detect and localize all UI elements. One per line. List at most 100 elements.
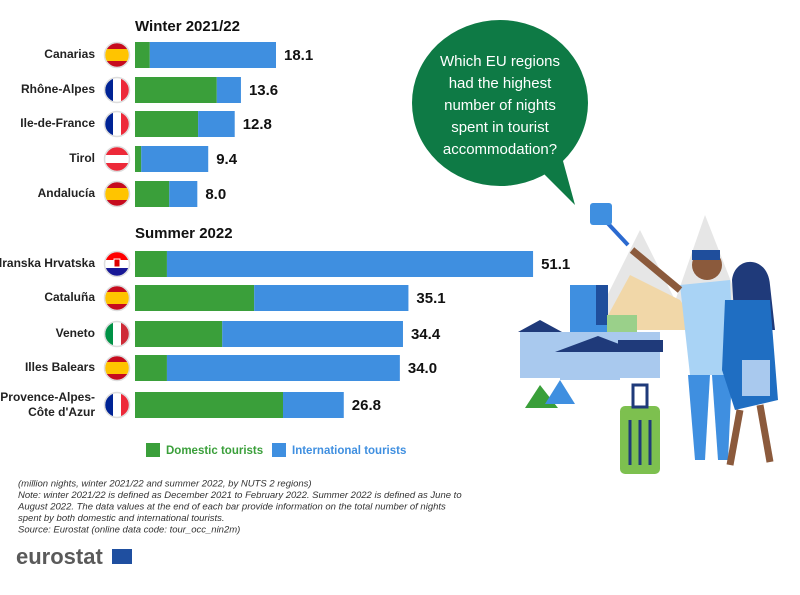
total-label: 8.0 <box>205 186 226 203</box>
category-label: Veneto <box>56 326 95 340</box>
note-line: spent by both domestic and international… <box>18 513 224 524</box>
total-label: 9.4 <box>216 151 238 168</box>
flag-emblem <box>113 258 121 268</box>
bar-segment <box>135 251 167 277</box>
bar-segment <box>169 181 198 207</box>
bar-segment <box>135 146 142 172</box>
flag-stripe <box>105 49 129 62</box>
bar-segment <box>254 285 409 311</box>
bar-segment <box>135 181 170 207</box>
bar-segment <box>166 251 534 277</box>
bar-segment <box>135 111 199 137</box>
flag-stripe <box>105 61 129 67</box>
note-line: Source: Eurostat (online data code: tour… <box>18 525 240 536</box>
flag-ring <box>103 76 131 104</box>
flag-stripe <box>121 78 129 102</box>
total-label: 34.4 <box>411 326 441 343</box>
flag <box>103 110 131 138</box>
flag-stripe <box>105 374 129 380</box>
flag <box>103 354 131 382</box>
flag-stripe <box>121 112 129 136</box>
logo-flag <box>112 549 132 564</box>
flag-stripe <box>105 292 129 305</box>
category-line: Provence-Alpes- <box>0 390 95 404</box>
note-line: (million nights, winter 2021/22 and summ… <box>18 479 312 490</box>
flag-stripe <box>113 112 122 136</box>
category-label: Rhône-Alpes <box>21 82 95 96</box>
flag <box>103 180 131 208</box>
flag-stripe <box>105 78 114 102</box>
flag-stripe <box>105 147 129 156</box>
flag-ring <box>103 391 131 419</box>
total-label: 34.0 <box>408 360 437 377</box>
flag-stripe <box>113 393 122 417</box>
speech-bubble <box>412 20 588 205</box>
total-label: 12.8 <box>243 116 272 133</box>
category-label: Cataluña <box>44 290 95 304</box>
flag-ring <box>103 180 131 208</box>
total-label: 51.1 <box>541 256 570 273</box>
flag-stripe <box>105 286 129 293</box>
category-label: Tirol <box>69 151 95 165</box>
bar-segment <box>135 321 223 347</box>
note-line: Note: winter 2021/22 is defined as Decem… <box>18 490 462 501</box>
flag-stripe <box>105 43 129 50</box>
legend-swatch <box>146 443 160 457</box>
panel-title: Summer 2022 <box>135 225 233 242</box>
panel-title: Winter 2021/22 <box>135 18 240 35</box>
flag-ring <box>103 41 131 69</box>
bar-segment <box>135 285 255 311</box>
legend-label: Domestic tourists <box>166 445 263 457</box>
bar-segment <box>198 111 235 137</box>
total-label: 35.1 <box>416 290 445 307</box>
flag-ring <box>103 145 131 173</box>
total-label: 18.1 <box>284 47 313 64</box>
flag <box>103 391 131 419</box>
bar-segment <box>135 392 284 418</box>
bubble-text: Which EU regions <box>440 53 560 70</box>
flag-stripe <box>121 393 129 417</box>
flag-stripe <box>105 200 129 206</box>
flag-ring <box>103 320 131 348</box>
flag <box>103 320 131 348</box>
total-label: 26.8 <box>352 397 381 414</box>
flag-stripe <box>113 78 122 102</box>
total-label: 13.6 <box>249 82 278 99</box>
flag-stripe <box>105 362 129 375</box>
legend-label: International tourists <box>292 445 406 457</box>
note-line: August 2022. The data values at the end … <box>17 502 446 513</box>
flag <box>103 145 131 173</box>
bar-segment <box>216 77 241 103</box>
bar-segment <box>166 355 400 381</box>
flag-stripe <box>105 252 129 261</box>
category-line: Côte d'Azur <box>28 405 95 419</box>
flag-stripe <box>105 356 129 363</box>
bubble-text: had the highest <box>449 75 552 92</box>
bubble-text: spent in tourist <box>451 119 549 136</box>
flag <box>103 250 131 278</box>
flag-stripe <box>105 322 114 346</box>
flag-ring <box>103 354 131 382</box>
category-label: Andalucía <box>38 186 96 200</box>
flag <box>103 76 131 104</box>
flag-ring <box>103 250 131 278</box>
bubble-text: accommodation? <box>443 141 557 158</box>
category-label: Ile-de-France <box>20 116 95 130</box>
bar-segment <box>135 77 217 103</box>
bar-segment <box>135 42 150 68</box>
bubble-text: number of nights <box>444 97 556 114</box>
flag-stripe <box>105 304 129 310</box>
bar-segment <box>135 355 167 381</box>
bar-segment <box>283 392 344 418</box>
category-label: Canarias <box>44 47 95 61</box>
flag-ring <box>103 110 131 138</box>
flag-stripe <box>105 268 129 276</box>
flag-stripe <box>105 155 129 164</box>
flag-stripe <box>105 182 129 189</box>
logo-text: eurostat <box>16 544 103 569</box>
flag-stripe <box>121 322 129 346</box>
flag-stripe <box>105 393 114 417</box>
bar-segment <box>141 146 209 172</box>
flag-stripe <box>105 112 114 136</box>
